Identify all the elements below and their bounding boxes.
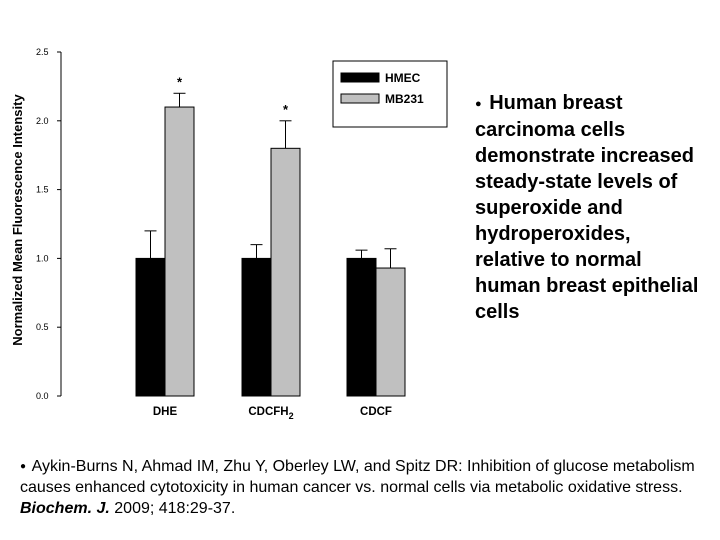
y-tick-label: 2.0	[36, 116, 49, 126]
y-axis-ticks: 0.0 0.5 1.0 1.5 2.0 2.5	[36, 47, 61, 401]
bar-hmec-dhe	[135, 257, 166, 397]
bar-mb231-cdcfh2	[270, 147, 301, 397]
legend-label: MB231	[385, 92, 424, 106]
significance-star: *	[177, 74, 183, 89]
category-label: CDCFH2	[248, 406, 293, 421]
bar-hmec-cdcfh2	[241, 257, 272, 397]
bar-mb231-cdcf	[375, 267, 406, 397]
significance-star: *	[283, 102, 289, 117]
category-labels: DHE CDCFH2 CDCF	[153, 406, 392, 421]
y-tick-label: 1.5	[36, 185, 49, 195]
bar-mb231-dhe	[164, 106, 195, 397]
category-label: DHE	[153, 406, 178, 418]
bar-hmec-cdcf	[346, 257, 377, 397]
bar-chart: Normalized Mean Fluorescence Intensity 0…	[10, 47, 448, 421]
bullet-icon: ●	[20, 461, 27, 473]
side-note-text: Human breast carcinoma cells demonstrate…	[475, 92, 699, 323]
legend: HMEC MB231	[332, 60, 448, 128]
y-tick-label: 2.5	[36, 47, 49, 57]
y-tick-label: 1.0	[36, 253, 49, 263]
side-note: ● Human breast carcinoma cells demonstra…	[475, 90, 705, 325]
legend-swatch	[340, 72, 380, 83]
citation: ● Aykin-Burns N, Ahmad IM, Zhu Y, Oberle…	[20, 456, 710, 519]
y-tick-label: 0.0	[36, 391, 49, 401]
citation-authors-title: Aykin-Burns N, Ahmad IM, Zhu Y, Oberley …	[20, 458, 695, 497]
y-tick-label: 0.5	[36, 322, 49, 332]
bar-series: **	[135, 74, 406, 397]
citation-journal: Biochem. J.	[20, 500, 110, 518]
bullet-icon: ●	[475, 97, 482, 110]
citation-year-pages: 2009; 418:29-37.	[114, 500, 236, 518]
legend-swatch	[340, 93, 380, 104]
y-axis-label: Normalized Mean Fluorescence Intensity	[10, 94, 25, 346]
legend-label: HMEC	[385, 71, 421, 85]
category-label: CDCF	[360, 406, 392, 418]
